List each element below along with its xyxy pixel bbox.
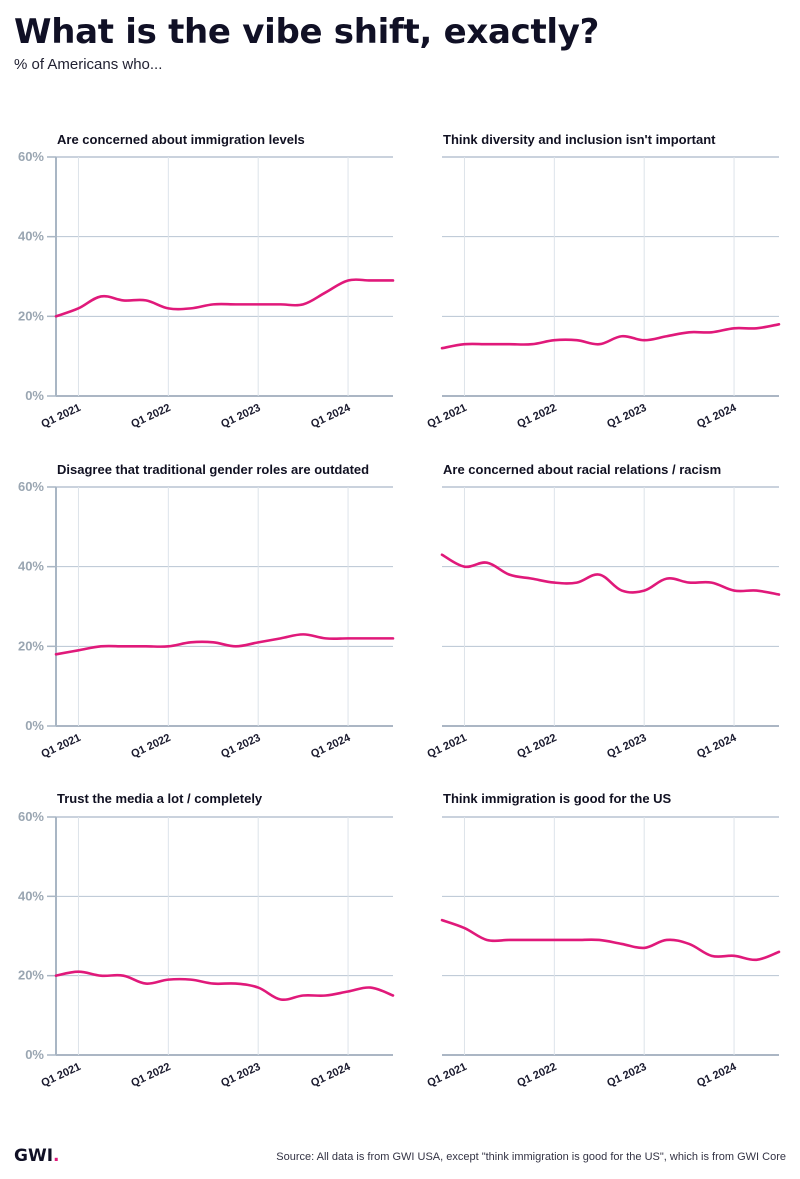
- chart-4-x-tick-label: Q1 2021: [425, 732, 468, 761]
- logo-dot: .: [53, 1146, 60, 1166]
- chart-2-x-tick-label: Q1 2021: [425, 402, 468, 431]
- chart-2-x-tick-label: Q1 2022: [515, 402, 558, 431]
- chart-6-x-tick-label: Q1 2024: [695, 1060, 739, 1089]
- chart-5-x-tick-label: Q1 2024: [309, 1060, 353, 1089]
- chart-2-series-line: [440, 323, 781, 350]
- page-title: What is the vibe shift, exactly?: [14, 12, 600, 52]
- chart-5-x-tick-label: Q1 2022: [129, 1061, 172, 1090]
- chart-3-series-line: [54, 633, 395, 656]
- chart-1-x-tick-label: Q1 2023: [219, 402, 262, 431]
- chart-6-x-tick-label: Q1 2023: [605, 1061, 648, 1090]
- chart-4-title: Are concerned about racial relations / r…: [443, 462, 721, 477]
- chart-6-series-line: [440, 918, 781, 962]
- chart-3-x-tick-label: Q1 2024: [309, 731, 353, 760]
- source-note: Source: All data is from GWI USA, except…: [276, 1151, 786, 1163]
- chart-1-y-tick-label: 20%: [18, 308, 44, 323]
- page-subtitle: % of Americans who...: [14, 56, 163, 73]
- chart-2-x-tick-label: Q1 2024: [695, 401, 739, 430]
- chart-5-title: Trust the media a lot / completely: [57, 791, 263, 806]
- chart-5-y-tick-label: 20%: [18, 968, 44, 983]
- chart-5-y-tick-label: 60%: [18, 809, 44, 824]
- chart-3-y-tick-label: 0%: [25, 718, 44, 733]
- gwi-logo: GWI.: [14, 1146, 60, 1166]
- chart-4-x-tick-label: Q1 2023: [605, 732, 648, 761]
- chart-6-x-tick-label: Q1 2021: [425, 1061, 468, 1090]
- chart-3-x-tick-label: Q1 2023: [219, 732, 262, 761]
- logo-text: GWI: [14, 1146, 54, 1166]
- chart-5-y-tick-label: 40%: [18, 888, 44, 903]
- chart-1-y-tick-label: 40%: [18, 229, 44, 244]
- chart-2-x-tick-label: Q1 2023: [605, 402, 648, 431]
- chart-5-y-tick-label: 0%: [25, 1047, 44, 1062]
- chart-6-x-tick-label: Q1 2022: [515, 1061, 558, 1090]
- chart-1-y-tick-label: 60%: [18, 149, 44, 164]
- chart-3-x-tick-label: Q1 2021: [39, 732, 82, 761]
- small-multiples-charts: Are concerned about immigration levels 0%…: [18, 132, 781, 1090]
- chart-2-title: Think diversity and inclusion isn't impo…: [443, 132, 716, 147]
- chart-5-series-line: [54, 970, 395, 1002]
- chart-4-series-line: [440, 553, 781, 596]
- chart-1-x-tick-label: Q1 2024: [309, 401, 353, 430]
- chart-5-x-tick-label: Q1 2023: [219, 1061, 262, 1090]
- chart-4-x-tick-label: Q1 2022: [515, 732, 558, 761]
- chart-3-x-tick-label: Q1 2022: [129, 732, 172, 761]
- chart-1-x-tick-label: Q1 2021: [39, 402, 82, 431]
- chart-3-title: Disagree that traditional gender roles a…: [57, 462, 369, 477]
- chart-3-y-tick-label: 40%: [18, 559, 44, 574]
- chart-1-title: Are concerned about immigration levels: [57, 132, 305, 147]
- chart-1-y-tick-label: 0%: [25, 388, 44, 403]
- chart-3-y-tick-label: 20%: [18, 638, 44, 653]
- chart-1-series-line: [54, 278, 395, 318]
- chart-5-x-tick-label: Q1 2021: [39, 1061, 82, 1090]
- chart-1-x-tick-label: Q1 2022: [129, 402, 172, 431]
- chart-6-title: Think immigration is good for the US: [443, 791, 672, 806]
- chart-4-x-tick-label: Q1 2024: [695, 731, 739, 760]
- chart-3-y-tick-label: 60%: [18, 479, 44, 494]
